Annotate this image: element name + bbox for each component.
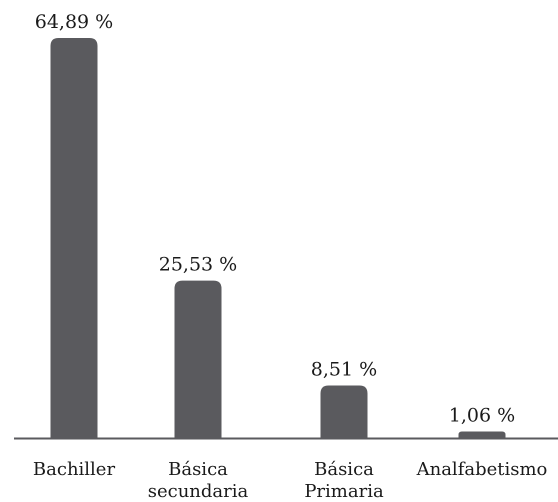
value-label-bachiller: 64,89 % (35, 11, 114, 33)
bar-bachiller (50, 38, 98, 438)
category-label-bachiller: Bachiller (33, 459, 116, 480)
category-label-basica-secundaria: Básica secundaria (148, 459, 249, 502)
category-label-analfabetismo: Analfabetismo (416, 459, 548, 480)
value-label-analfabetismo: 1,06 % (449, 404, 515, 426)
value-label-basica-primaria: 8,51 % (311, 359, 377, 381)
bar-basica-secundaria (174, 280, 222, 438)
labels-group: 64,89 % Bachiller 25,53 % Básica secundaria 8… (33, 11, 547, 502)
bar-basica-primaria (320, 385, 368, 438)
bars-group (50, 38, 506, 438)
value-label-basica-secundaria: 25,53 % (159, 254, 238, 276)
category-label-basica-primaria: Básica Primaria (304, 459, 384, 502)
bar-analfabetismo (458, 431, 506, 438)
